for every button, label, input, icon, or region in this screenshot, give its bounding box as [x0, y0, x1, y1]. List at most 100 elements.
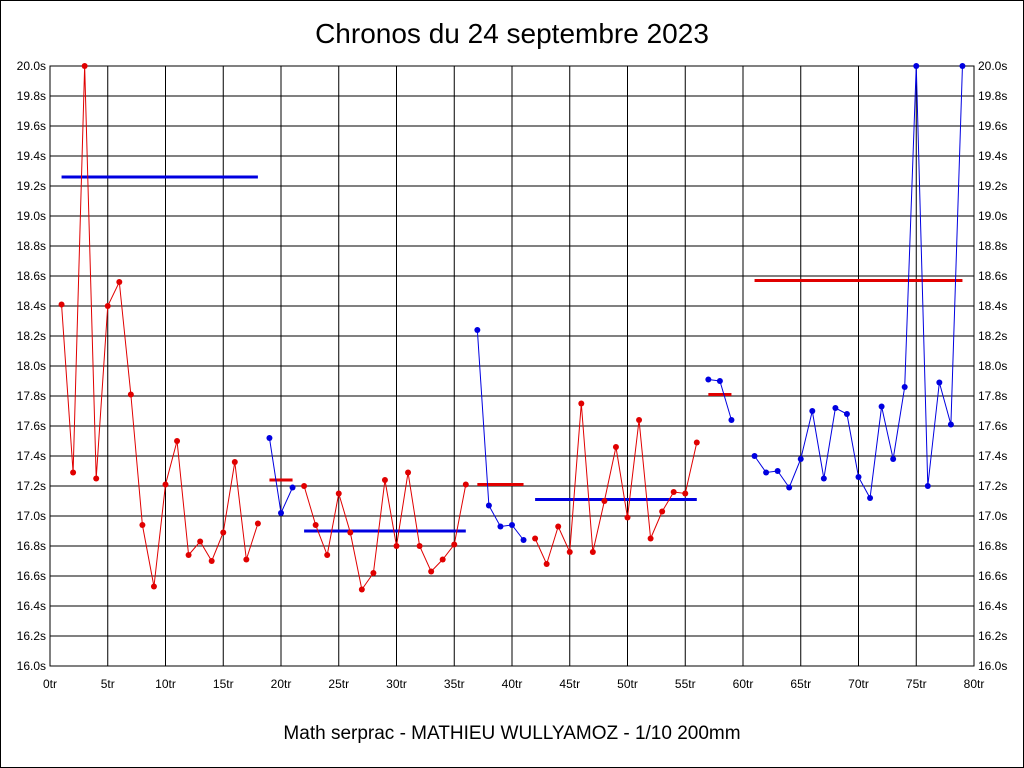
y-tick-label-left: 18.2s — [17, 329, 46, 343]
data-point-red — [174, 438, 181, 444]
x-tick-label: 75tr — [906, 677, 927, 691]
y-tick-label-right: 19.6s — [978, 119, 1007, 133]
y-tick-label-left: 18.6s — [17, 269, 46, 283]
data-point-red — [612, 444, 619, 450]
y-tick-label-right: 18.6s — [978, 269, 1007, 283]
data-point-blue — [959, 63, 966, 69]
y-tick-label-right: 19.4s — [978, 149, 1007, 163]
data-point-red — [104, 303, 111, 309]
y-tick-label-right: 16.0s — [978, 659, 1007, 673]
data-point-blue — [497, 523, 504, 530]
y-tick-label-left: 16.6s — [17, 569, 46, 583]
series-line-red — [61, 65, 259, 587]
chart-title: Chronos du 24 septembre 2023 — [315, 18, 709, 49]
data-point-red — [254, 520, 261, 527]
x-tick-label: 30tr — [386, 677, 407, 691]
y-tick-label-right: 19.2s — [978, 179, 1007, 193]
data-point-red — [670, 489, 677, 495]
data-point-blue — [820, 475, 827, 482]
y-tick-label-right: 16.6s — [978, 569, 1007, 583]
y-tick-label-right: 16.8s — [978, 539, 1007, 553]
data-point-blue — [266, 435, 273, 441]
x-tick-label: 10tr — [155, 677, 176, 691]
data-point-red — [370, 570, 377, 576]
data-point-red — [162, 481, 169, 488]
y-tick-label-left: 19.0s — [17, 209, 46, 223]
chart-footer: Math serprac - MATHIEU WULLYAMOZ - 1/10 … — [283, 723, 741, 744]
data-point-red — [532, 535, 539, 542]
data-point-blue — [278, 510, 284, 516]
series-line-red — [534, 403, 698, 566]
data-point-red — [243, 556, 250, 563]
x-tick-label: 80tr — [964, 677, 985, 691]
data-point-red — [566, 549, 573, 555]
data-point-blue — [867, 495, 874, 501]
y-tick-label-left: 17.2s — [17, 479, 46, 493]
data-point-blue — [716, 378, 723, 384]
data-point-red — [139, 522, 146, 528]
data-point-blue — [774, 468, 781, 474]
x-tick-label: 45tr — [559, 677, 580, 691]
y-tick-label-left: 17.0s — [17, 509, 46, 523]
data-point-red — [543, 561, 550, 567]
y-tick-label-right: 18.2s — [978, 329, 1007, 343]
data-point-red — [636, 417, 643, 423]
y-tick-label-right: 17.4s — [978, 449, 1007, 463]
data-point-blue — [509, 522, 515, 528]
plot-border — [49, 65, 975, 667]
data-point-blue — [832, 405, 839, 411]
data-point-red — [416, 543, 423, 549]
data-point-red — [624, 514, 631, 521]
data-point-red — [116, 279, 123, 285]
data-point-red — [81, 63, 88, 69]
y-tick-label-left: 19.8s — [17, 89, 46, 103]
x-tick-label: 5tr — [101, 677, 115, 691]
data-point-red — [185, 552, 192, 558]
data-point-red — [682, 490, 689, 497]
data-point-blue — [809, 408, 816, 414]
data-point-blue — [936, 379, 943, 386]
y-tick-label-right: 17.8s — [978, 389, 1007, 403]
x-tick-label: 70tr — [848, 677, 869, 691]
data-point-red — [150, 583, 157, 590]
data-point-blue — [520, 537, 527, 543]
data-point-red — [381, 477, 388, 483]
data-point-red — [451, 541, 458, 548]
data-point-blue — [855, 474, 862, 480]
x-tick-label: 40tr — [502, 677, 523, 691]
x-tick-label: 55tr — [675, 677, 696, 691]
data-point-red — [589, 549, 596, 555]
y-tick-label-right: 17.0s — [978, 509, 1007, 523]
y-tick-label-left: 20.0s — [17, 59, 46, 73]
y-tick-label-left: 17.6s — [17, 419, 46, 433]
data-point-blue — [878, 403, 885, 410]
y-tick-label-left: 17.4s — [17, 449, 46, 463]
data-point-red — [555, 523, 562, 530]
data-point-blue — [751, 453, 758, 459]
data-point-red — [405, 469, 412, 476]
data-point-red — [601, 498, 608, 504]
y-tick-label-left: 16.0s — [17, 659, 46, 673]
data-point-red — [335, 490, 342, 497]
data-point-red — [231, 459, 238, 465]
data-point-red — [647, 535, 654, 542]
series-line-blue — [708, 379, 732, 421]
y-tick-label-right: 16.4s — [978, 599, 1007, 613]
data-point-blue — [843, 411, 850, 417]
y-tick-label-left: 18.8s — [17, 239, 46, 253]
y-tick-label-left: 16.8s — [17, 539, 46, 553]
data-point-blue — [728, 417, 735, 423]
y-tick-label-left: 16.2s — [17, 629, 46, 643]
data-point-red — [578, 400, 585, 407]
y-tick-label-left: 17.8s — [17, 389, 46, 403]
data-point-red — [347, 529, 354, 536]
data-point-red — [393, 543, 400, 549]
y-tick-label-left: 18.4s — [17, 299, 46, 313]
y-tick-label-left: 16.4s — [17, 599, 46, 613]
x-tick-label: 15tr — [213, 677, 234, 691]
data-point-red — [301, 483, 308, 489]
y-tick-label-right: 18.8s — [978, 239, 1007, 253]
data-point-red — [197, 538, 204, 545]
data-point-blue — [289, 484, 296, 491]
y-tick-label-right: 18.4s — [978, 299, 1007, 313]
